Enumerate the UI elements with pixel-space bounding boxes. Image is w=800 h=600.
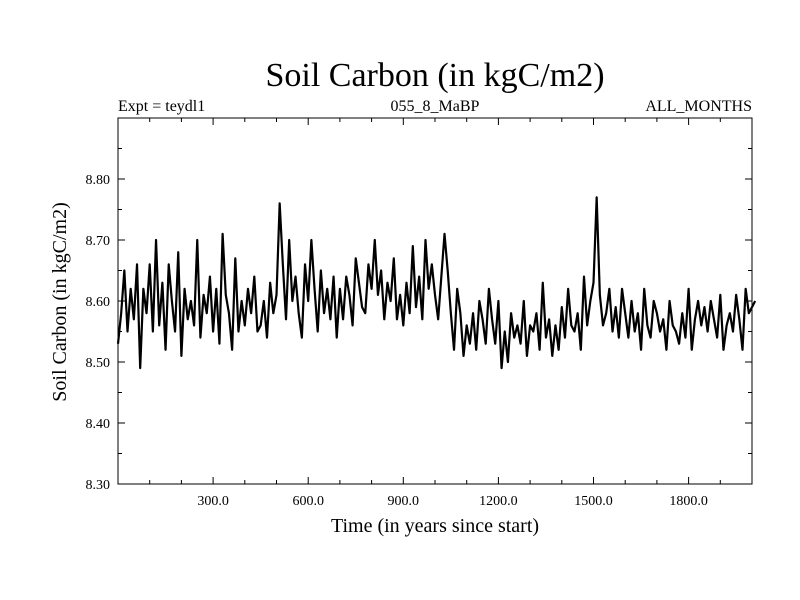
x-tick-label: 1800.0 — [669, 494, 708, 509]
x-tick-label: 1200.0 — [479, 494, 518, 509]
x-tick-label: 600.0 — [292, 494, 324, 509]
y-tick-label: 8.70 — [86, 234, 111, 249]
x-axis-label: Time (in years since start) — [331, 515, 539, 537]
y-tick-label: 8.30 — [86, 478, 111, 493]
x-tick-label: 300.0 — [197, 494, 229, 509]
chart-title: Soil Carbon (in kgC/m2) — [265, 57, 604, 94]
series-line-soil_carbon — [116, 196, 757, 370]
months-label: ALL_MONTHS — [645, 98, 752, 115]
period-label: 055_8_MaBP — [391, 98, 480, 115]
y-tick-label: 8.50 — [86, 356, 111, 371]
expt-label: Expt = teydl1 — [118, 98, 205, 115]
x-tick-label: 900.0 — [388, 494, 420, 509]
y-tick-label: 8.40 — [86, 417, 111, 432]
plot-area: 300.0 600.0 900.0 1200.0 1500.0 1800.0 8.30 8.4… — [86, 117, 757, 509]
x-tick-label: 1500.0 — [574, 494, 613, 509]
y-tick-label: 8.80 — [86, 173, 111, 188]
y-tick-label: 8.60 — [86, 295, 111, 310]
y-axis-label: Soil Carbon (in kgC/m2) — [49, 202, 71, 401]
